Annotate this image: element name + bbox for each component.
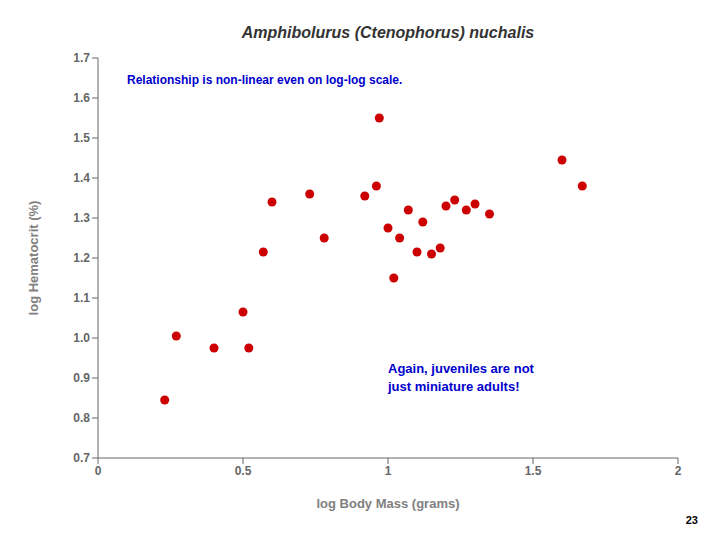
svg-text:1.5: 1.5 — [73, 131, 90, 145]
svg-text:0.9: 0.9 — [73, 371, 90, 385]
svg-text:1.4: 1.4 — [73, 171, 90, 185]
svg-text:1.5: 1.5 — [525, 464, 542, 478]
svg-text:just miniature adults!: just miniature adults! — [387, 379, 519, 394]
svg-text:Relationship is non-linear eve: Relationship is non-linear even on log-l… — [127, 73, 402, 87]
svg-text:log Hematocrit (%): log Hematocrit (%) — [26, 201, 41, 316]
svg-text:Again, juveniles are not: Again, juveniles are not — [388, 361, 535, 376]
svg-text:log Body Mass (grams): log Body Mass (grams) — [316, 496, 459, 511]
svg-text:1.3: 1.3 — [73, 211, 90, 225]
svg-text:0.8: 0.8 — [73, 411, 90, 425]
svg-text:1.7: 1.7 — [73, 51, 90, 65]
svg-text:23: 23 — [686, 514, 698, 526]
svg-text:0: 0 — [95, 464, 102, 478]
svg-text:1.1: 1.1 — [73, 291, 90, 305]
svg-text:0.7: 0.7 — [73, 451, 90, 465]
svg-text:1: 1 — [385, 464, 392, 478]
svg-text:1.6: 1.6 — [73, 91, 90, 105]
svg-text:Amphibolurus (Ctenophorus) nuc: Amphibolurus (Ctenophorus) nuchalis — [241, 24, 535, 41]
svg-text:0.5: 0.5 — [235, 464, 252, 478]
svg-text:1.2: 1.2 — [73, 251, 90, 265]
svg-text:1.0: 1.0 — [73, 331, 90, 345]
svg-text:2: 2 — [675, 464, 682, 478]
